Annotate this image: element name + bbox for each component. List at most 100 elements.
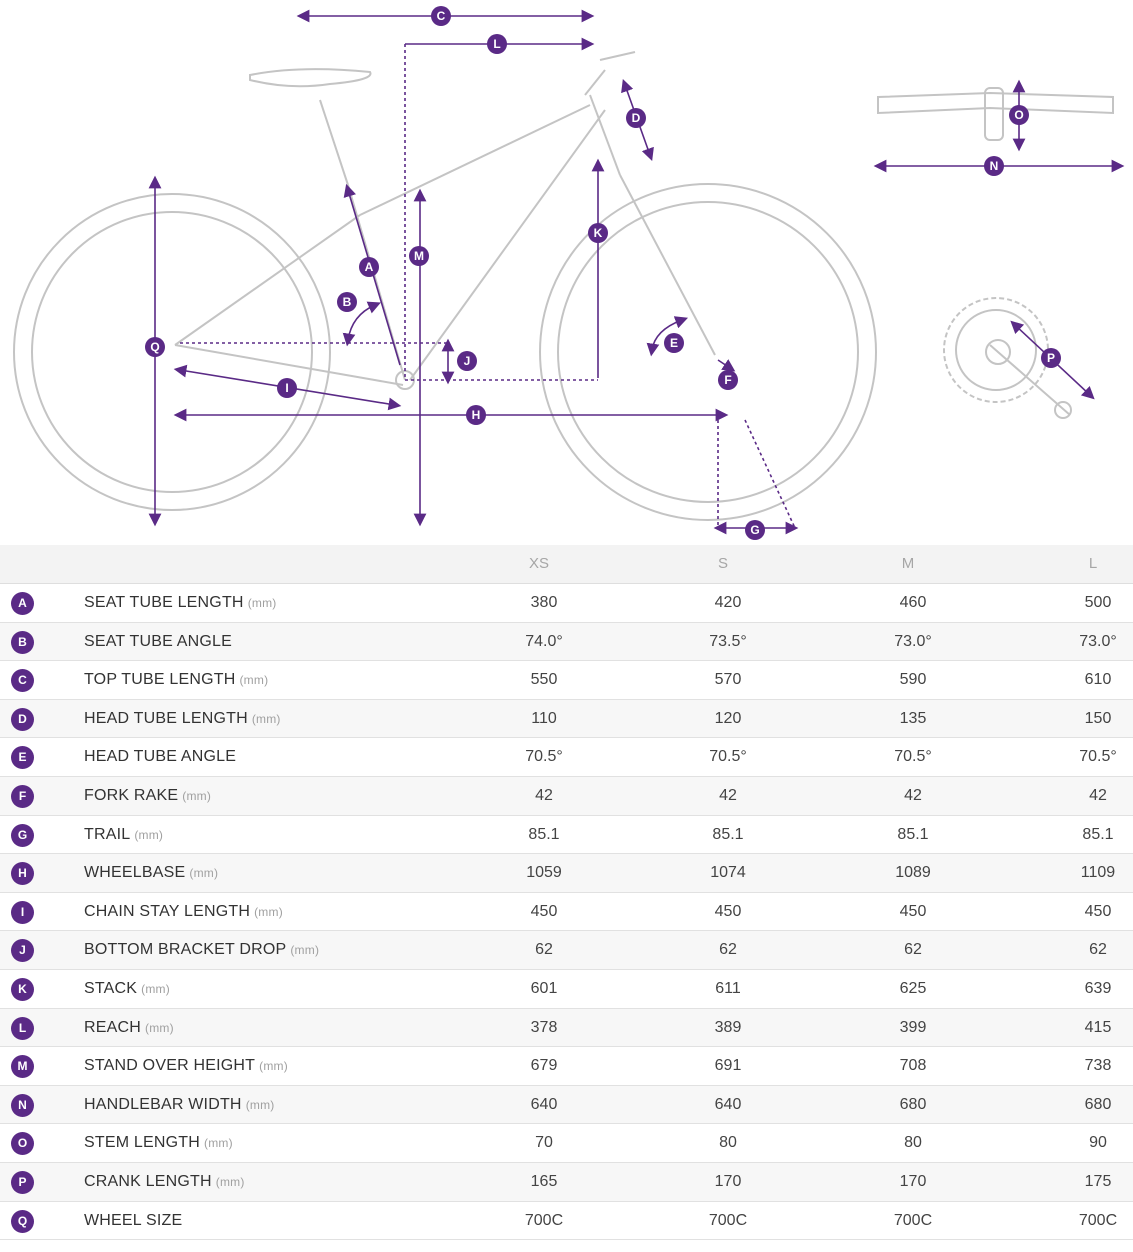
svg-text:F: F (724, 373, 731, 387)
marker-A: A (359, 257, 379, 277)
row-letter-badge: P (11, 1170, 34, 1194)
row-value-s: 62 (719, 941, 737, 959)
row-label: TRAIL (mm) (84, 826, 163, 844)
row-unit: (mm) (182, 788, 212, 803)
table-header: XS S M L (0, 545, 1133, 584)
row-value-m: 399 (899, 1018, 927, 1036)
row-value-xs: 70.5° (525, 748, 563, 766)
row-label-text: SEAT TUBE ANGLE (84, 632, 232, 650)
size-header-l: L (1088, 555, 1098, 572)
row-value-l: 680 (1084, 1095, 1112, 1113)
table-row: D HEAD TUBE LENGTH (mm) 110 120 135 150 (0, 699, 1133, 739)
saddle (249, 68, 372, 88)
rear-wheel-outer (13, 193, 331, 511)
row-letter-badge: L (11, 1016, 34, 1040)
row-letter-badge: E (11, 746, 34, 770)
table-row: C TOP TUBE LENGTH (mm) 550 570 590 610 (0, 661, 1133, 700)
row-label-text: STACK (84, 979, 138, 997)
row-label-text: FORK RAKE (84, 786, 179, 804)
svg-text:C: C (437, 9, 446, 23)
row-unit: (mm) (247, 596, 277, 610)
row-value-m: 42 (904, 786, 922, 804)
svg-text:O: O (1014, 108, 1023, 122)
svg-text:B: B (343, 295, 352, 309)
row-value-s: 700C (708, 1211, 748, 1229)
row-unit: (mm) (134, 827, 164, 842)
marker-C: C (431, 6, 451, 26)
row-label: REACH (mm) (84, 1019, 174, 1037)
row-letter-badge: A (11, 592, 34, 615)
geometry-table: XS S M L A SEAT TUBE LENGTH (mm) 380 420 460 5… (0, 545, 1133, 1241)
row-value-s: 691 (714, 1057, 742, 1075)
row-label-text: CHAIN STAY LENGTH (84, 902, 251, 920)
table-row: O STEM LENGTH (mm) 70 80 80 90 (0, 1124, 1133, 1163)
size-header-xs: XS (528, 555, 549, 572)
row-value-s: 170 (714, 1172, 742, 1190)
row-unit: (mm) (215, 1174, 245, 1189)
row-letter-badge: B (11, 630, 34, 654)
row-label-text: SEAT TUBE LENGTH (84, 594, 244, 611)
row-letter-badge: C (11, 669, 34, 693)
seat-stay (174, 214, 361, 346)
bike-geometry-diagram: C L D K M A B Q J E F I H G O N P (13, 6, 1125, 540)
row-value-s: 389 (714, 1018, 742, 1036)
marker-K: K (588, 223, 608, 243)
table-row: B SEAT TUBE ANGLE 74.0° 73.5° 73.0° 73.0° (0, 622, 1133, 662)
row-value-m: 680 (899, 1095, 927, 1113)
row-label: CHAIN STAY LENGTH (mm) (84, 903, 283, 921)
row-value-l: 150 (1084, 709, 1112, 727)
row-value-s: 640 (714, 1095, 742, 1113)
row-value-l: 42 (1089, 786, 1107, 804)
svg-text:Q: Q (150, 340, 159, 354)
svg-text:P: P (1047, 351, 1055, 365)
row-value-l: 639 (1084, 979, 1112, 997)
row-unit: (mm) (290, 943, 320, 958)
row-value-s: 120 (714, 709, 742, 727)
row-unit: (mm) (254, 904, 283, 919)
row-value-xs: 700C (524, 1211, 564, 1229)
row-unit: (mm) (245, 1097, 275, 1112)
row-value-xs: 165 (530, 1172, 558, 1190)
row-value-s: 450 (714, 902, 742, 920)
row-value-m: 460 (899, 594, 927, 611)
marker-Q: Q (145, 337, 165, 357)
row-label: SEAT TUBE ANGLE (84, 633, 236, 651)
row-letter-badge: H (11, 862, 34, 886)
row-label-text: TRAIL (84, 825, 131, 843)
table-row: J BOTTOM BRACKET DROP (mm) 62 62 62 62 (0, 931, 1133, 970)
row-value-l: 70.5° (1079, 748, 1117, 766)
row-label-text: REACH (84, 1018, 142, 1036)
row-value-s: 570 (714, 671, 742, 689)
marker-badges: C L D K M A B Q J E F I H G O N P (145, 6, 1061, 540)
row-value-xs: 601 (530, 979, 558, 997)
row-label: FORK RAKE (mm) (84, 787, 211, 805)
handlebar-grip (599, 51, 636, 61)
row-value-xs: 85.1 (528, 825, 560, 843)
row-label-text: HEAD TUBE LENGTH (84, 709, 248, 727)
pedal-end (1054, 401, 1072, 419)
row-label-text: WHEELBASE (84, 864, 186, 882)
row-letter-badge: Q (11, 1209, 34, 1233)
svg-text:I: I (285, 381, 288, 395)
marker-G: G (745, 520, 765, 540)
table-row: A SEAT TUBE LENGTH (mm) 380 420 460 500 (0, 584, 1133, 623)
row-value-l: 415 (1084, 1018, 1112, 1036)
row-label-text: WHEEL SIZE (84, 1211, 183, 1229)
front-wheel-outer (539, 183, 877, 521)
row-value-l: 85.1 (1082, 825, 1114, 843)
row-unit: (mm) (145, 1020, 174, 1035)
front-wheel-inner (557, 201, 859, 503)
row-value-xs: 42 (535, 786, 553, 804)
down-tube (409, 109, 606, 381)
row-value-m: 1089 (895, 864, 931, 882)
fork (619, 174, 716, 356)
row-value-l: 90 (1089, 1134, 1107, 1152)
row-label-text: HANDLEBAR WIDTH (84, 1095, 242, 1113)
row-value-s: 611 (715, 979, 741, 997)
marker-P: P (1041, 348, 1061, 368)
rear-wheel-inner (31, 211, 313, 493)
table-row: P CRANK LENGTH (mm) 165 170 170 175 (0, 1162, 1133, 1202)
svg-text:G: G (750, 523, 759, 537)
row-value-l: 73.0° (1079, 632, 1117, 650)
row-label-text: STEM LENGTH (84, 1134, 200, 1152)
